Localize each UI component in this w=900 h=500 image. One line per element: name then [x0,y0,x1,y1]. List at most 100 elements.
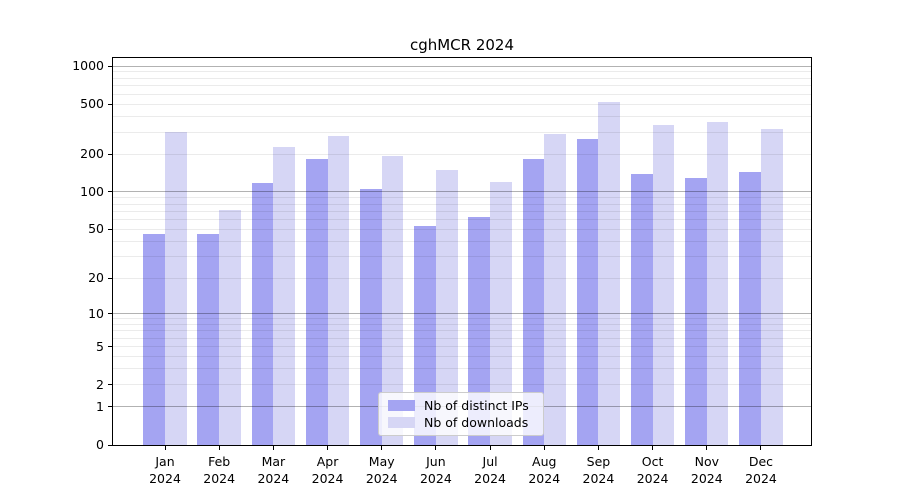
gridline [113,346,811,348]
bar-downloads-dec [760,128,783,445]
bar-distinct-ips-aug [522,158,545,445]
x-tick-mark [597,446,599,450]
gridline [113,153,811,155]
gridline [113,103,811,105]
gridline [113,240,811,242]
bar-downloads-apr [327,136,350,445]
y-tick-label: 50 [88,221,104,237]
x-tick-label: Jul 2024 [474,454,506,486]
y-tick-label: 500 [80,96,104,112]
x-tick-label: Jan 2024 [149,454,181,486]
y-tick-label: 10 [88,305,104,321]
y-tick-label: 20 [88,270,104,286]
bar-distinct-ips-mar [251,183,274,445]
gridline [113,131,811,133]
x-tick-mark [760,446,762,450]
y-tick-label: 1000 [72,58,104,74]
bar-downloads-feb [219,209,241,445]
bar-downloads-jan [165,131,187,445]
gridline [113,256,811,258]
y-tick-mark [108,103,112,105]
bar-downloads-mar [273,146,296,445]
gridline [113,324,811,325]
bar-distinct-ips-jun [414,226,436,445]
x-tick-mark [543,446,545,450]
gridline [113,77,811,79]
bar-distinct-ips-nov [685,177,707,445]
y-tick-label: 0 [96,437,104,452]
bar-distinct-ips-feb [197,233,220,445]
gridline [113,210,811,212]
x-tick-mark [652,446,654,450]
bar-downloads-may [381,156,404,445]
gridline [113,93,811,95]
x-tick-label: Oct 2024 [636,454,669,486]
y-tick-label: 1 [96,398,104,414]
bar-downloads-sep [598,101,621,445]
legend-swatch-downloads [388,417,415,428]
gridline [113,228,811,230]
legend-label-downloads: Nb of downloads [424,415,529,430]
gridline [113,356,811,358]
gridline [113,219,811,221]
x-tick-mark [706,446,708,450]
bar-downloads-aug [544,133,566,445]
gridline [113,318,811,320]
gridline [113,71,811,73]
x-tick-label: Nov 2024 [690,454,723,486]
gridline [113,191,811,193]
y-tick-mark [108,346,112,348]
y-tick-mark [108,313,112,314]
y-tick-label: 200 [80,146,104,162]
x-tick-label: Aug 2024 [528,454,561,486]
chart-title: cghMCR 2024 [409,36,515,54]
x-tick-label: Mar 2024 [257,454,290,486]
y-tick-label: 2 [96,376,104,392]
x-tick-label: Feb 2024 [203,454,236,486]
x-tick-mark [489,446,491,450]
bar-distinct-ips-sep [576,139,599,445]
bar-distinct-ips-apr [305,158,328,445]
gridline [113,313,811,314]
legend-label-distinct-ips: Nb of distinct IPs [424,398,529,413]
y-tick-mark [108,228,112,230]
gridline [113,85,811,87]
gridline [113,115,811,117]
x-tick-mark [327,446,329,450]
gridline [113,368,811,370]
gridline [113,197,811,199]
gridline [113,203,811,205]
y-tick-mark [108,191,112,193]
y-tick-mark [108,153,112,155]
y-tick-mark [108,384,112,386]
x-tick-label: Sep 2024 [582,454,615,486]
gridline [113,330,811,332]
x-tick-label: May 2024 [365,454,398,486]
x-tick-label: Jun 2024 [419,454,452,486]
x-tick-label: Dec 2024 [745,454,777,486]
plot-area: Nb of distinct IPs Nb of downloads [112,57,812,446]
gridline [113,277,811,279]
y-tick-mark [108,444,112,446]
bar-distinct-ips-dec [739,172,761,445]
bar-downloads-oct [652,125,675,445]
bar-downloads-nov [706,122,729,445]
y-tick-label: 5 [96,338,104,354]
bar-distinct-ips-oct [630,173,653,445]
legend-item-downloads: Nb of downloads [388,415,534,430]
x-tick-mark [272,446,274,450]
gridline [113,337,811,339]
y-tick-mark [108,65,112,67]
y-tick-mark [108,406,112,408]
x-tick-mark [218,446,220,450]
bar-distinct-ips-may [360,189,382,445]
x-tick-label: Apr 2024 [311,454,344,486]
x-tick-mark [435,446,437,450]
gridline [113,384,811,386]
x-tick-mark [381,446,383,450]
bar-distinct-ips-jul [468,216,491,445]
y-tick-label: 100 [80,183,104,199]
x-tick-mark [164,446,166,450]
legend-item-distinct-ips: Nb of distinct IPs [388,398,534,413]
